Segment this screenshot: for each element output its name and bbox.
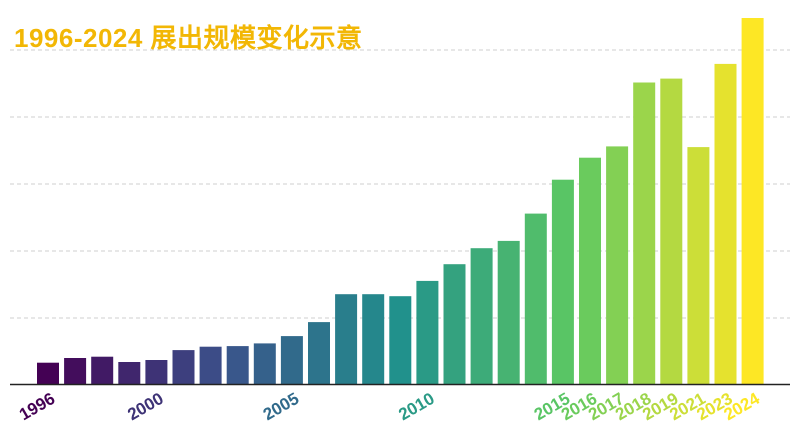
bar-2023 bbox=[714, 63, 737, 385]
bar-2015 bbox=[551, 179, 574, 384]
bar-2000 bbox=[145, 360, 168, 384]
bar-2002 bbox=[199, 346, 222, 384]
bars bbox=[37, 18, 764, 385]
bar-2005 bbox=[280, 336, 303, 384]
bar-2017 bbox=[606, 146, 629, 384]
bar-2018 bbox=[633, 82, 656, 384]
chart-title: 1996-2024 展出规模变化示意 bbox=[14, 23, 363, 53]
gridlines bbox=[10, 49, 790, 319]
bar-2003 bbox=[226, 346, 249, 384]
bar-2010 bbox=[416, 280, 439, 384]
bar-2004 bbox=[253, 343, 276, 384]
bar-1999 bbox=[118, 362, 141, 384]
bar-2006 bbox=[308, 322, 330, 384]
bar-2012 bbox=[470, 248, 493, 384]
bar-2007 bbox=[335, 294, 358, 384]
bar-1997 bbox=[64, 358, 87, 384]
bar-2014 bbox=[524, 213, 547, 384]
bar-2013 bbox=[497, 240, 520, 384]
x-tick-label-1996: 1996 bbox=[16, 389, 58, 424]
bar-2009 bbox=[389, 296, 412, 384]
x-tick-label-2000: 2000 bbox=[124, 389, 166, 424]
bar-2011 bbox=[443, 264, 466, 384]
bar-2019 bbox=[660, 78, 683, 384]
bar-1998 bbox=[91, 356, 114, 384]
x-tick-labels: 1996 2000 2005 2010 201520162017201820192021… bbox=[16, 389, 763, 425]
bar-2008 bbox=[362, 294, 385, 384]
bar-2021 bbox=[687, 147, 710, 384]
bar-2016 bbox=[579, 157, 601, 384]
x-tick-label-2010: 2010 bbox=[395, 389, 437, 424]
x-tick-label-2005: 2005 bbox=[260, 389, 302, 424]
bar-1996 bbox=[37, 362, 59, 384]
bar-2001 bbox=[172, 350, 195, 384]
bar-2024 bbox=[741, 18, 764, 384]
